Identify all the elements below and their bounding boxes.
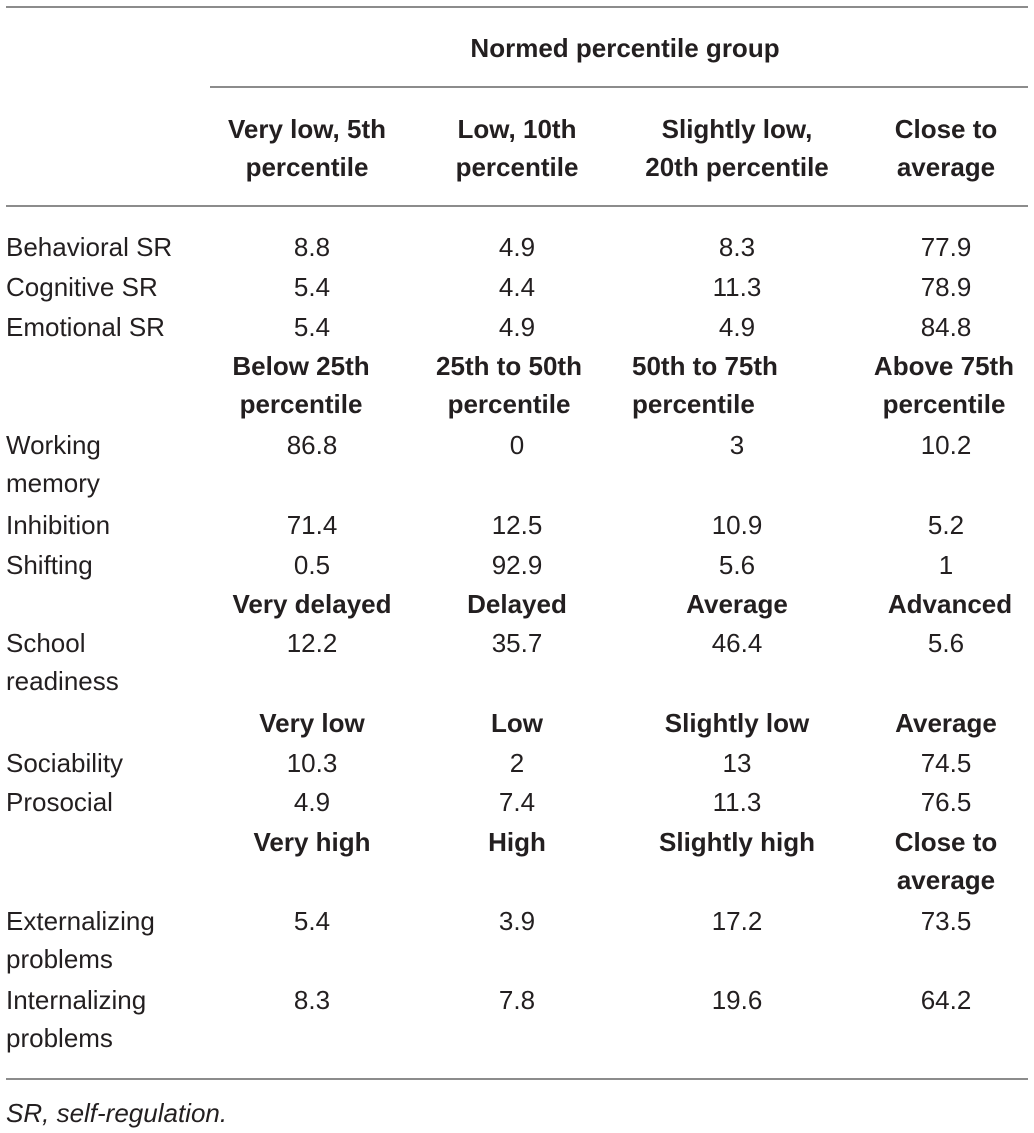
table-cell: 19.6 <box>711 985 763 1015</box>
row-label: Prosocial <box>6 787 113 817</box>
table-cell: 8.8 <box>293 232 331 262</box>
row-label: Internalizing problems <box>6 985 147 1053</box>
section-subheader: Slightly high <box>659 827 815 857</box>
table-cell: 3 <box>729 430 745 460</box>
section-subheader: Delayed <box>467 589 567 619</box>
table-cell: 78.9 <box>920 272 972 302</box>
section-subheader: Above 75th percentile <box>873 351 1015 419</box>
table-cell: 10.2 <box>920 430 972 460</box>
table-cell: 8.3 <box>293 985 331 1015</box>
col-header-2: Low, 10th percentile <box>455 114 579 182</box>
table-cell: 7.4 <box>498 787 536 817</box>
table-cell: 10.3 <box>286 748 338 778</box>
section-subheader: Below 25th percentile <box>232 351 370 419</box>
row-label: Externalizing problems <box>6 906 155 974</box>
section-subheader: Very delayed <box>232 589 392 619</box>
table-cell: 10.9 <box>711 510 763 540</box>
bottom-rule <box>6 1078 1028 1080</box>
section-subheader: Average <box>686 589 788 619</box>
table-cell: 4.9 <box>498 312 536 342</box>
section-subheader: Close to average <box>894 827 998 895</box>
table-cell: 5.6 <box>927 628 965 658</box>
table-cell: 8.3 <box>718 232 756 262</box>
spanner-rule <box>210 86 1028 88</box>
row-label: Shifting <box>6 550 93 580</box>
table-cell: 17.2 <box>711 906 763 936</box>
col-header-4: Close to average <box>894 114 998 182</box>
row-label: Sociability <box>6 748 124 778</box>
table-cell: 2 <box>509 748 525 778</box>
row-label: Behavioral SR <box>6 232 173 262</box>
table-cell: 5.4 <box>293 312 331 342</box>
table-cell: 12.5 <box>491 510 543 540</box>
table-cell: 4.9 <box>718 312 756 342</box>
section-subheader: Low <box>491 708 543 738</box>
table-cell: 86.8 <box>286 430 338 460</box>
table-cell: 4.4 <box>498 272 536 302</box>
section-subheader: Very high <box>253 827 371 857</box>
table-cell: 5.6 <box>718 550 756 580</box>
section-subheader: 50th to 75th percentile <box>632 351 778 419</box>
table-cell: 7.8 <box>498 985 536 1015</box>
table-cell: 11.3 <box>712 787 762 817</box>
row-label: Cognitive SR <box>6 272 158 302</box>
table-cell: 0.5 <box>293 550 331 580</box>
table-footnote: SR, self-regulation. <box>6 1098 228 1128</box>
section-subheader: Average <box>895 708 997 738</box>
table-cell: 12.2 <box>286 628 338 658</box>
section-subheader: Slightly low <box>664 708 810 738</box>
table-cell: 76.5 <box>920 787 972 817</box>
table-cell: 71.4 <box>286 510 338 540</box>
table-cell: 74.5 <box>920 748 972 778</box>
table-cell: 77.9 <box>920 232 972 262</box>
spanner-heading: Normed percentile group <box>470 33 780 63</box>
section-subheader: High <box>488 827 546 857</box>
section-subheader: Very low <box>259 708 365 738</box>
row-label: Inhibition <box>6 510 111 540</box>
table-cell: 5.4 <box>293 272 331 302</box>
table-cell: 1 <box>938 550 954 580</box>
table-cell: 64.2 <box>920 985 972 1015</box>
section-subheader: 25th to 50th percentile <box>436 351 582 419</box>
table-cell: 11.3 <box>712 272 762 302</box>
row-label: Emotional SR <box>6 312 165 342</box>
top-rule <box>6 6 1028 8</box>
col-header-1: Very low, 5th percentile <box>228 114 386 182</box>
table-cell: 4.9 <box>293 787 331 817</box>
table-cell: 5.2 <box>927 510 965 540</box>
table-cell: 73.5 <box>920 906 972 936</box>
table-cell: 5.4 <box>293 906 331 936</box>
table-cell: 46.4 <box>711 628 763 658</box>
section-subheader: Advanced <box>887 589 1013 619</box>
col-header-3: Slightly low, 20th percentile <box>645 114 829 182</box>
row-label: Working memory <box>6 430 101 498</box>
table-cell: 92.9 <box>491 550 543 580</box>
table-cell: 3.9 <box>498 906 536 936</box>
table-cell: 84.8 <box>920 312 972 342</box>
table-cell: 35.7 <box>491 628 543 658</box>
table-cell: 0 <box>509 430 525 460</box>
header-rule <box>6 205 1028 207</box>
row-label: School readiness <box>6 628 119 696</box>
table-cell: 4.9 <box>498 232 536 262</box>
table-cell: 13 <box>722 748 752 778</box>
